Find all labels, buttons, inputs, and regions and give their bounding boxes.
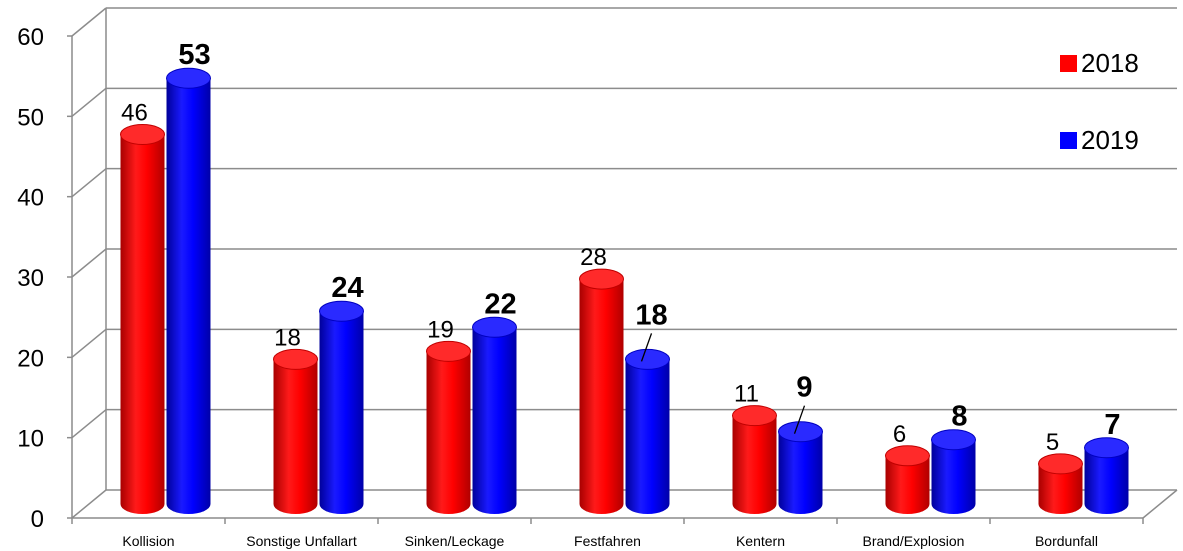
bar-2018-1 — [273, 359, 318, 514]
value-label-2018-3: 28 — [580, 244, 607, 271]
bar-2018-4 — [732, 415, 777, 514]
bar-top-2018-1 — [273, 348, 318, 370]
bars — [120, 67, 1129, 514]
bar-2018-5 — [885, 455, 930, 514]
bar-top-2018-6 — [1038, 453, 1083, 475]
value-label-2019-0: 53 — [178, 39, 210, 71]
y-tick-label: 30 — [17, 265, 44, 292]
bar-2019-3 — [625, 359, 670, 514]
y-tick-label: 40 — [17, 185, 44, 212]
y-tick-label: 0 — [31, 506, 44, 533]
bar-top-2019-6 — [1084, 437, 1129, 459]
y-tick-label: 20 — [17, 345, 44, 372]
gridlines — [71, 7, 1178, 519]
label-leader-line — [793, 405, 806, 434]
value-label-2019-6: 7 — [1104, 409, 1120, 441]
bar-2018-0 — [120, 134, 165, 514]
bar-top-2019-3 — [625, 348, 670, 370]
bar-top-2019-2 — [472, 316, 517, 338]
y-tick-label: 60 — [17, 24, 44, 51]
value-label-2018-0: 46 — [121, 99, 148, 126]
bar-top-2019-5 — [931, 429, 976, 451]
bar-2018-3 — [579, 279, 624, 514]
floor-edge — [1142, 489, 1178, 519]
x-tick-label: Sinken/Leckage — [405, 533, 505, 549]
value-label-2019-4: 9 — [796, 372, 812, 404]
value-label-2018-5: 6 — [893, 421, 906, 448]
bar-top-2018-0 — [120, 123, 165, 145]
value-label-2018-2: 19 — [427, 316, 454, 343]
value-label-2018-4: 11 — [734, 381, 759, 408]
bar-top-2019-0 — [166, 67, 211, 89]
legend-label-2018: 2018 — [1081, 48, 1139, 78]
bar-2019-4 — [778, 431, 823, 514]
side-gridline — [71, 7, 107, 37]
x-tick-label: Brand/Explosion — [863, 533, 965, 549]
bar-2019-2 — [472, 327, 517, 514]
side-gridline — [71, 87, 107, 117]
bar-2019-6 — [1084, 447, 1129, 514]
data-labels: 46 53 18 24 19 22 28 18 11 9 6 8 5 7 — [121, 39, 1120, 456]
value-label-2019-5: 8 — [951, 401, 967, 433]
side-gridline — [71, 248, 107, 278]
bar-top-2018-5 — [885, 445, 930, 467]
side-gridline — [71, 328, 107, 358]
value-label-2018-1: 18 — [274, 324, 301, 351]
bar-top-2018-3 — [579, 268, 624, 290]
x-tick-label: Kollision — [122, 533, 174, 549]
bar-2019-1 — [319, 311, 364, 514]
bar-top-2018-4 — [732, 405, 777, 427]
x-tick-label: Sonstige Unfallart — [246, 533, 357, 549]
bar-2019-5 — [931, 439, 976, 514]
legend-swatch-2019 — [1060, 132, 1077, 149]
value-label-2018-6: 5 — [1046, 429, 1059, 456]
bar-2019-0 — [166, 78, 211, 514]
value-label-2019-2: 22 — [484, 288, 516, 320]
side-gridline — [71, 489, 107, 519]
side-gridline — [71, 409, 107, 439]
bar-top-2018-2 — [426, 340, 471, 362]
value-label-2019-1: 24 — [331, 272, 363, 304]
x-tick-label: Bordunfall — [1035, 533, 1098, 549]
bar-2018-6 — [1038, 463, 1083, 514]
axes: 0 10 20 30 40 50 60 Kollision Sonstige Unfallart… — [17, 24, 1144, 549]
legend-swatch-2018 — [1060, 55, 1077, 72]
x-tick-label: Festfahren — [574, 533, 641, 549]
y-tick-label: 10 — [17, 426, 44, 453]
y-tick-label: 50 — [17, 104, 44, 131]
bar-top-2019-1 — [319, 300, 364, 322]
side-gridline — [71, 168, 107, 198]
label-leader-line — [640, 333, 653, 362]
x-tick-label: Kentern — [736, 533, 785, 549]
bar-2018-2 — [426, 351, 471, 514]
legend-label-2019: 2019 — [1081, 125, 1139, 155]
bar-top-2019-4 — [778, 421, 823, 443]
legend: 2018 2019 — [1060, 48, 1139, 155]
value-label-2019-3: 18 — [635, 299, 667, 331]
